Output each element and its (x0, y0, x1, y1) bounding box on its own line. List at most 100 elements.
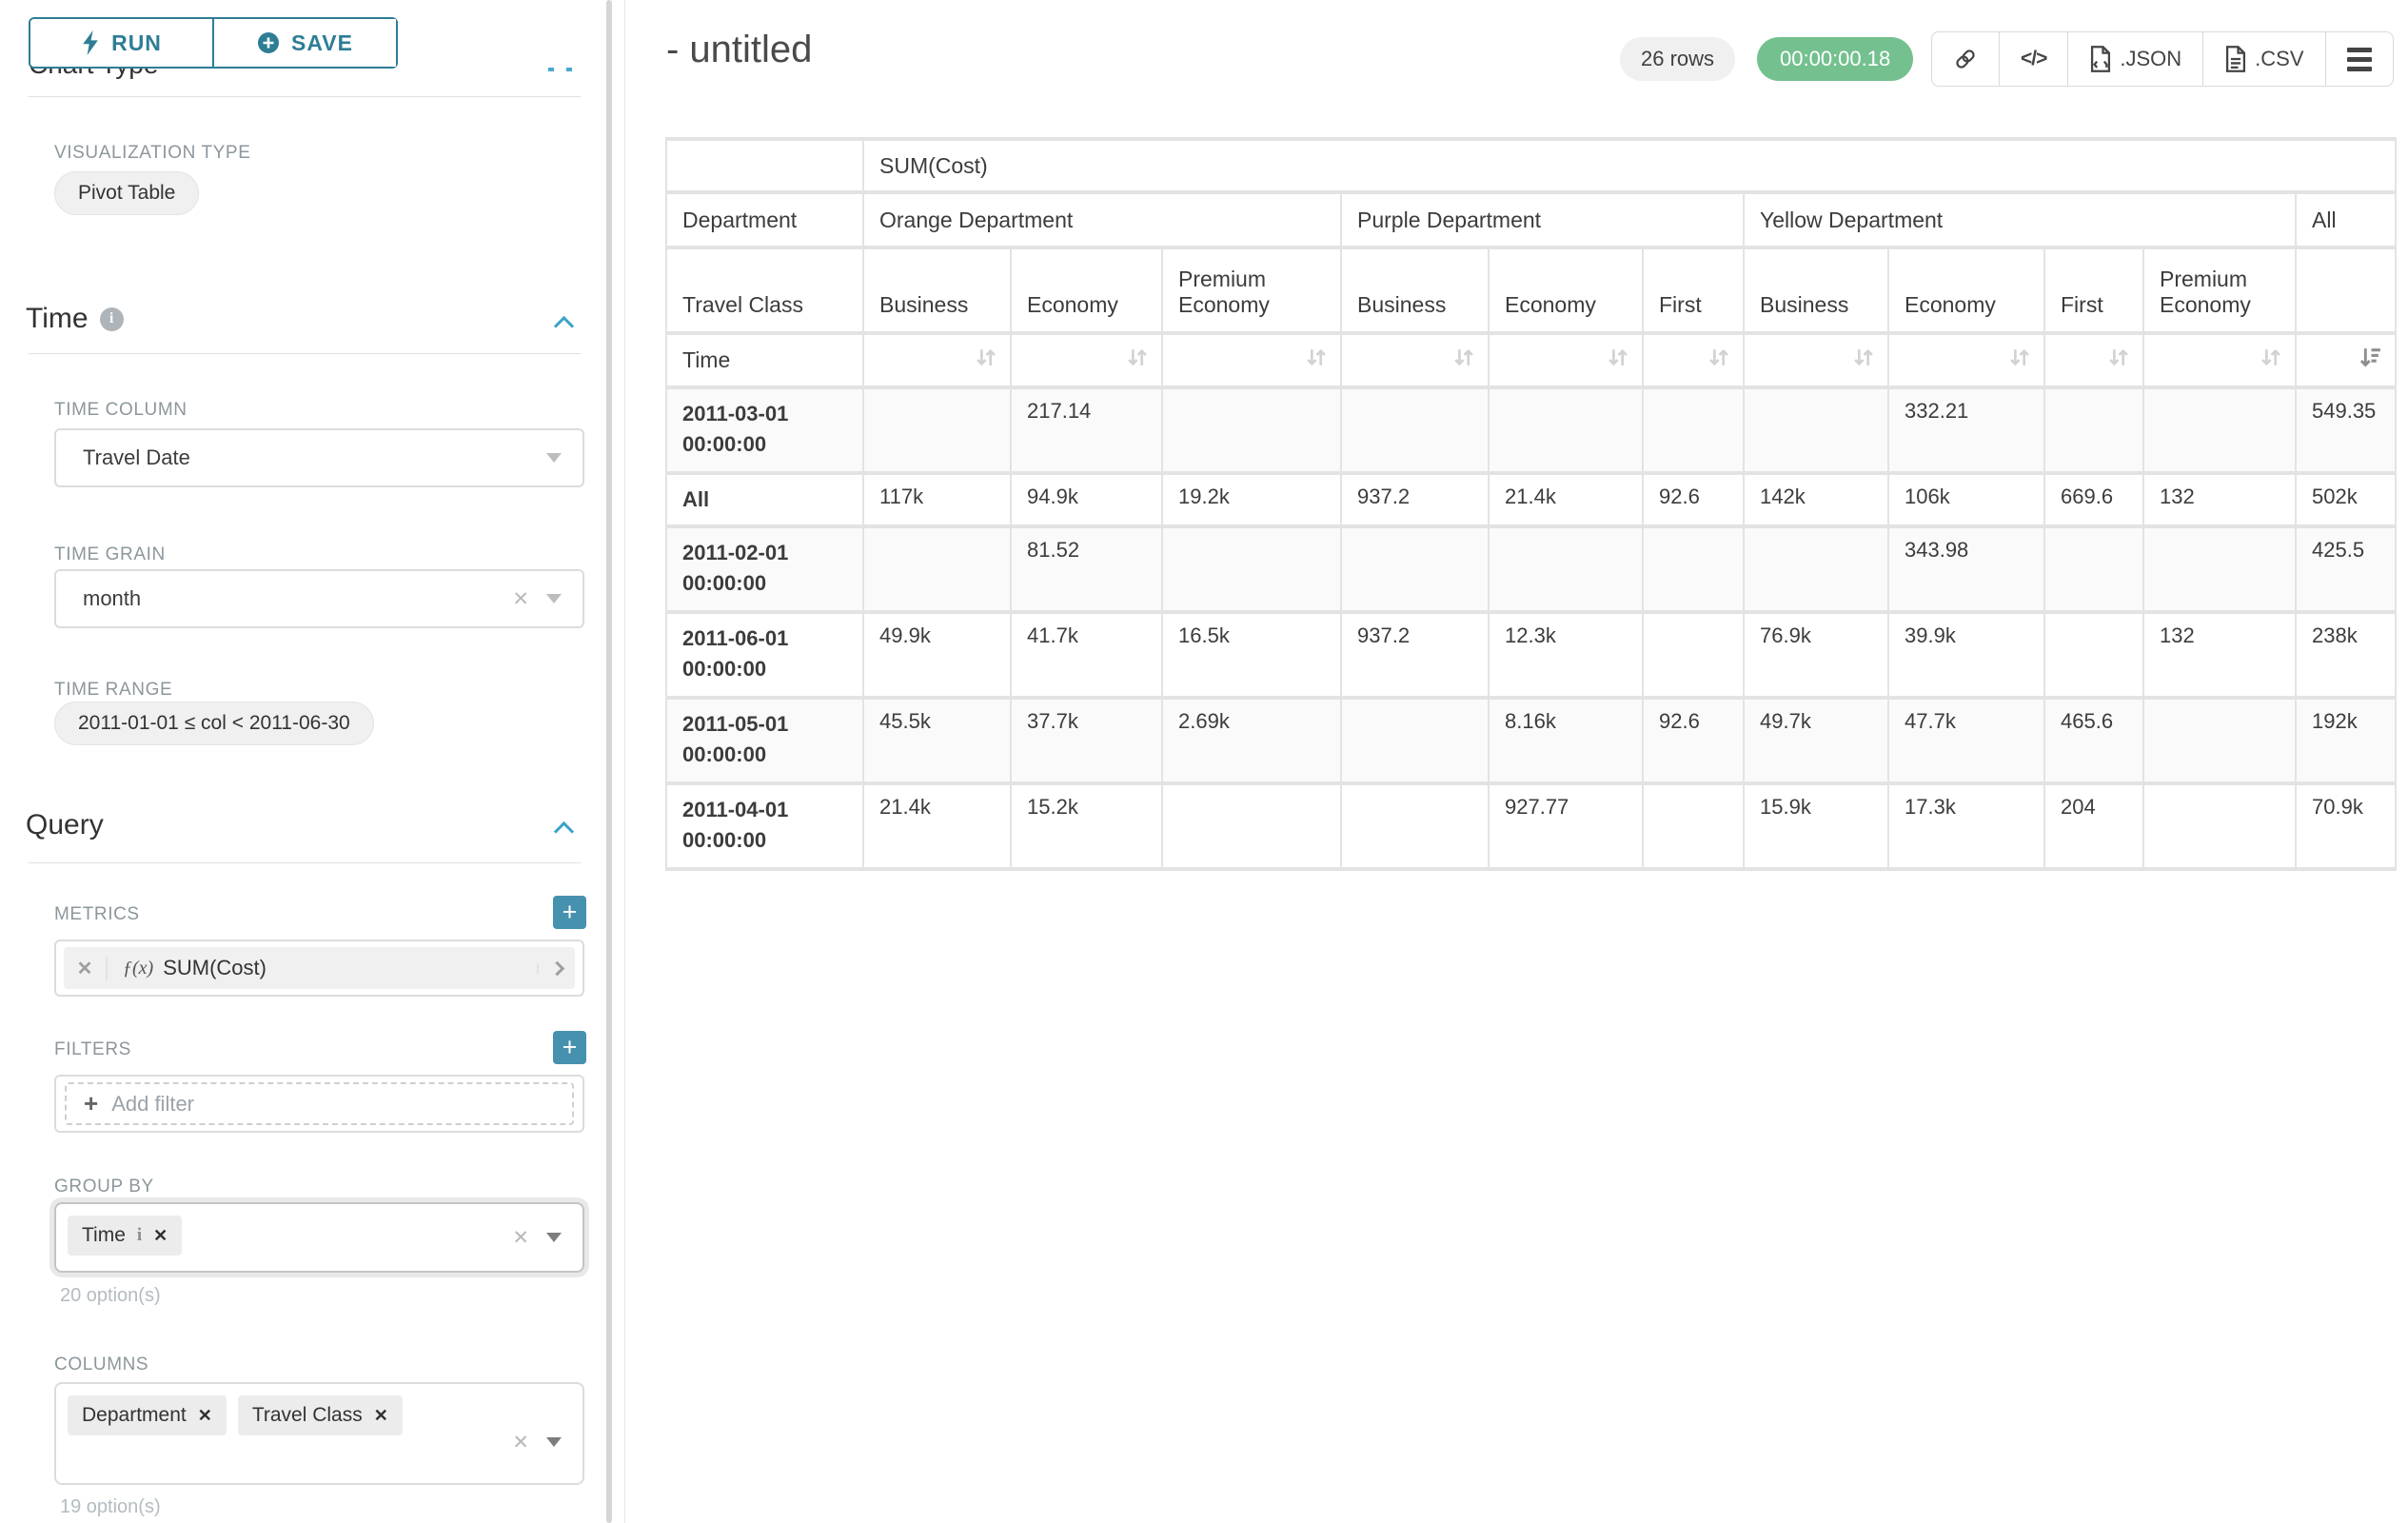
time-column-select[interactable]: Travel Date (54, 428, 584, 487)
pivot-cell (2144, 785, 2295, 867)
chevron-up-icon[interactable] (554, 821, 574, 841)
edit-icon[interactable] (548, 68, 554, 71)
add-metric-button[interactable]: + (553, 896, 586, 929)
sort-row: Time (667, 335, 2395, 386)
pivot-cell (1745, 389, 1887, 471)
pivot-cell: 927.77 (1490, 785, 1642, 867)
column-header: First (1644, 249, 1743, 331)
copy-link-button[interactable] (1932, 32, 2000, 86)
pivot-cell: 39.9k (1889, 614, 2043, 696)
plus-icon: + (84, 1089, 98, 1118)
save-button[interactable]: SAVE (214, 19, 396, 67)
pivot-cell (1163, 785, 1340, 867)
time-range-pill[interactable]: 2011-01-01 ≤ col < 2011-06-30 (54, 702, 374, 745)
chart-title[interactable]: - untitled (666, 29, 812, 71)
dimension-header-cell: Department (667, 194, 862, 246)
table-row: 2011-06-01 00:00:0049.9k41.7k16.5k937.21… (667, 614, 2395, 696)
column-header: Premium Economy (2144, 249, 2295, 331)
export-csv-button[interactable]: .CSV (2203, 32, 2325, 86)
remove-metric-icon[interactable]: ✕ (64, 957, 108, 980)
sort-toggle-icon[interactable] (2144, 335, 2295, 386)
pivot-cell: 37.7k (1012, 700, 1161, 781)
embed-code-button[interactable]: </> (2000, 32, 2068, 86)
remove-chip-icon[interactable]: ✕ (374, 1406, 388, 1426)
sort-toggle-icon[interactable] (2045, 335, 2142, 386)
sort-toggle-icon[interactable] (864, 335, 1010, 386)
time-grain-select[interactable]: month ✕ (54, 569, 584, 628)
edit-icon[interactable] (566, 68, 572, 71)
sort-toggle-icon[interactable] (1490, 335, 1642, 386)
pivot-cell: 937.2 (1342, 475, 1488, 524)
link-icon (1953, 47, 1978, 71)
chevron-down-icon[interactable] (546, 1437, 562, 1447)
columns-select[interactable]: Department ✕ Travel Class ✕ ✕ (54, 1382, 584, 1485)
chevron-up-icon[interactable] (554, 316, 574, 336)
sort-toggle-icon[interactable] (1889, 335, 2043, 386)
table-row: 2011-03-01 00:00:00217.14332.21549.35 (667, 389, 2395, 471)
more-options-button[interactable] (2326, 32, 2393, 86)
sort-toggle-icon[interactable] (1644, 335, 1743, 386)
clear-icon[interactable]: ✕ (512, 1226, 529, 1250)
add-filter-plus-button[interactable]: + (553, 1031, 586, 1064)
pivot-cell: 92.6 (1644, 475, 1743, 524)
column-header: Business (1342, 249, 1488, 331)
columns-chip-department[interactable]: Department ✕ (68, 1395, 227, 1435)
clear-icon[interactable]: ✕ (512, 587, 529, 611)
sort-toggle-icon[interactable] (1745, 335, 1887, 386)
pivot-cell: 8.16k (1490, 700, 1642, 781)
time-header-label: Time (682, 347, 730, 372)
pivot-cell (1342, 785, 1488, 867)
time-sort-cell[interactable]: Time (667, 335, 862, 386)
info-icon[interactable]: i (137, 1225, 142, 1246)
add-filter-button[interactable]: + Add filter (65, 1082, 574, 1125)
pivot-cell: 217.14 (1012, 389, 1161, 471)
pivot-cell: 465.6 (2045, 700, 2142, 781)
group-by-chip-time[interactable]: Time i ✕ (68, 1216, 182, 1256)
pivot-cell (1490, 389, 1642, 471)
pivot-table-body: 2011-03-01 00:00:00217.14332.21549.35All… (667, 389, 2395, 867)
pivot-cell: 937.2 (1342, 614, 1488, 696)
group-by-select[interactable]: Time i ✕ ✕ (54, 1202, 584, 1273)
department-header-row: Department Orange Department Purple Depa… (667, 194, 2395, 246)
panel-scrollbar[interactable] (606, 0, 612, 1523)
table-row: 2011-05-01 00:00:0045.5k37.7k2.69k8.16k9… (667, 700, 2395, 781)
pivot-cell (1745, 528, 1887, 610)
remove-chip-icon[interactable]: ✕ (198, 1406, 212, 1426)
time-grain-value: month (56, 586, 141, 611)
pivot-cell: 41.7k (1012, 614, 1161, 696)
sort-active-icon[interactable] (2297, 335, 2395, 386)
export-json-button[interactable]: .JSON (2068, 32, 2203, 86)
pivot-cell: 132 (2144, 475, 2295, 524)
clear-icon[interactable]: ✕ (512, 1431, 529, 1454)
column-header: Business (1745, 249, 1887, 331)
metric-label: SUM(Cost) (163, 956, 537, 980)
visualization-type-pill[interactable]: Pivot Table (54, 171, 199, 215)
chevron-down-icon[interactable] (546, 1233, 562, 1242)
sort-toggle-icon[interactable] (1012, 335, 1161, 386)
row-header: 2011-03-01 00:00:00 (667, 389, 862, 471)
column-header: Business (864, 249, 1010, 331)
sort-toggle-icon[interactable] (1163, 335, 1340, 386)
metric-pill[interactable]: ✕ ƒ(x) SUM(Cost) (64, 947, 575, 989)
columns-chip-travel-class[interactable]: Travel Class ✕ (238, 1395, 403, 1435)
file-icon (2089, 46, 2112, 72)
pivot-cell (1644, 389, 1743, 471)
chevron-down-icon[interactable] (546, 594, 562, 603)
run-button[interactable]: RUN (30, 19, 214, 67)
pivot-cell: 106k (1889, 475, 2043, 524)
column-header: First (2045, 249, 2142, 331)
remove-chip-icon[interactable]: ✕ (153, 1226, 168, 1246)
metric-header-row: SUM(Cost) (667, 141, 2395, 190)
sort-toggle-icon[interactable] (1342, 335, 1488, 386)
info-icon[interactable]: i (100, 307, 124, 331)
chevron-down-icon[interactable] (546, 453, 562, 463)
pivot-cell (1342, 528, 1488, 610)
pivot-cell (1490, 528, 1642, 610)
pivot-cell (2045, 614, 2142, 696)
travel-class-header-row: Travel Class Business Economy Premium Ec… (667, 249, 2395, 331)
pivot-cell: 343.98 (1889, 528, 2043, 610)
table-row: 2011-02-01 00:00:0081.52343.98425.5 (667, 528, 2395, 610)
pivot-cell: 92.6 (1644, 700, 1743, 781)
chart-toolbar: </> .JSON .CSV (1931, 31, 2394, 87)
expand-metric-icon[interactable] (537, 963, 575, 974)
